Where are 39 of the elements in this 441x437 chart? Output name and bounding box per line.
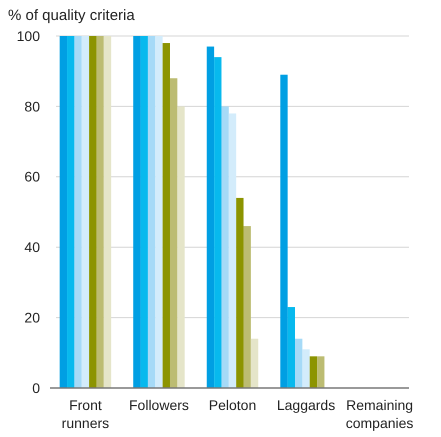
bar (288, 307, 296, 388)
bar (170, 78, 178, 388)
bar (317, 356, 324, 388)
x-tick-label: Remaining companies (346, 397, 414, 431)
y-tick-label: 100 (16, 28, 40, 44)
bar (60, 36, 68, 388)
bar (155, 36, 163, 388)
bar (302, 349, 310, 388)
bar (104, 36, 112, 388)
bar (280, 74, 288, 388)
x-tick-label: Laggards (276, 397, 336, 413)
bar (206, 46, 214, 388)
bar (148, 36, 156, 388)
bar (295, 338, 302, 388)
y-tick-label: 40 (24, 239, 40, 256)
x-tick-label: Front runners (62, 397, 110, 431)
bar (162, 43, 170, 388)
x-tick-label: Followers (129, 397, 189, 413)
bar (82, 36, 90, 388)
bar (140, 36, 148, 388)
bar (177, 106, 185, 388)
y-tick-label: 60 (24, 168, 40, 185)
bar (67, 36, 74, 388)
bar (236, 198, 244, 388)
bar (310, 356, 318, 388)
bar (133, 36, 141, 388)
bar (89, 36, 96, 388)
bar (74, 36, 82, 388)
x-tick-label: Peloton (208, 397, 256, 413)
bar (221, 106, 229, 388)
y-tick-label: 20 (24, 310, 40, 326)
bar (214, 57, 222, 388)
bar (244, 226, 251, 388)
chart-title: % of quality criteria (8, 7, 136, 24)
y-tick-label: 80 (24, 98, 40, 114)
bar (228, 113, 236, 388)
y-tick-label: 0 (32, 380, 40, 396)
bar (96, 36, 104, 388)
bar (250, 338, 258, 388)
